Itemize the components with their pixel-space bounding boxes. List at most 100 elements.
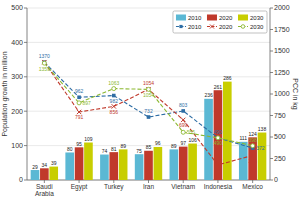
- marker: [216, 136, 220, 140]
- y-tick-label: 100: [11, 142, 23, 149]
- y2-tick: [270, 158, 273, 159]
- line-label: 372: [256, 145, 265, 151]
- bar-series: [49, 82, 266, 180]
- bar: [100, 155, 109, 180]
- y2-tick-label: 500: [274, 133, 286, 140]
- y-tick: [24, 145, 27, 146]
- line-label: 1054: [143, 80, 154, 86]
- legend-swatch: [207, 15, 217, 21]
- bar-label: 74: [102, 148, 108, 154]
- bar-label: 96: [155, 140, 161, 146]
- y-tick: [24, 180, 27, 181]
- y2-tick-label: 250: [274, 155, 286, 162]
- x-tick-label: SaudiArabia: [35, 183, 54, 197]
- bar: [188, 144, 197, 180]
- y-axis-label: Population growth in million: [1, 51, 9, 136]
- bar: [223, 82, 232, 180]
- legend-marker: [179, 25, 182, 28]
- bar: [65, 152, 74, 180]
- legend-label: 2020: [219, 24, 233, 30]
- bar-label: 138: [258, 126, 267, 132]
- line-series: [43, 60, 255, 149]
- y2-tick-label: 1000: [274, 90, 290, 97]
- x-tick-label-line: Egypt: [71, 183, 88, 191]
- line-label: 962: [75, 88, 84, 94]
- y2-tick: [270, 137, 273, 138]
- bar-label: 286: [223, 75, 232, 81]
- line-label: 1063: [108, 80, 119, 86]
- line: [44, 62, 252, 148]
- line: [44, 63, 252, 146]
- legend-frame: [173, 11, 267, 33]
- y-tick-label: 200: [11, 108, 23, 115]
- x-tick-label-line: Iran: [143, 183, 155, 190]
- bar: [75, 147, 84, 180]
- legend-label: 2030: [250, 15, 264, 21]
- marker: [77, 101, 81, 105]
- data-labels: 2980747589236111349581859726112439109899…: [32, 53, 266, 169]
- line-label: 175: [214, 156, 223, 162]
- y2-tick-label: 0: [274, 176, 278, 183]
- legend-label: 2020: [219, 15, 233, 21]
- y2-tick: [270, 51, 273, 52]
- x-tick-label-line: Arabia: [35, 190, 54, 197]
- bar-label: 109: [84, 136, 93, 142]
- y2-tick: [270, 72, 273, 73]
- line-series: [42, 60, 255, 167]
- y-tick: [24, 42, 27, 43]
- y2-tick-label: 750: [274, 112, 286, 119]
- line-label: 803: [179, 102, 188, 108]
- bar-label: 85: [146, 144, 152, 150]
- legend-label: 2030: [250, 24, 264, 30]
- legend-label: 2010: [188, 24, 202, 30]
- x-tick-label-line: Vietnam: [171, 183, 195, 190]
- y2-tick: [270, 29, 273, 30]
- line-label: 490: [214, 140, 223, 146]
- line-label: 699: [179, 122, 188, 128]
- y-tick-label: 0: [19, 176, 23, 183]
- legend-swatch: [176, 15, 186, 21]
- line-label: 490: [214, 129, 223, 135]
- marker: [42, 60, 46, 64]
- bar: [109, 152, 118, 180]
- y-tick-label: 500: [11, 4, 23, 11]
- line-series: [42, 61, 254, 148]
- bar-label: 75: [136, 148, 142, 154]
- x-tick-label: Vietnam: [171, 183, 195, 190]
- y-tick: [24, 111, 27, 112]
- bar-label: 111: [239, 135, 247, 141]
- bar-label: 39: [51, 160, 57, 166]
- bar-label: 95: [76, 141, 82, 147]
- bar-label: 89: [171, 143, 177, 149]
- x-tick-label: Egypt: [71, 183, 88, 191]
- y-tick-label: 300: [11, 73, 23, 80]
- line: [44, 62, 252, 165]
- bar-label: 106: [188, 137, 197, 143]
- bar: [144, 151, 153, 180]
- x-tick-label-line: Mexico: [242, 183, 263, 190]
- marker: [216, 136, 220, 140]
- bar: [49, 167, 58, 180]
- marker: [112, 87, 116, 91]
- line-label: 1054: [143, 92, 154, 98]
- x-tick-label-line: Indonesia: [204, 183, 233, 190]
- bar-label: 236: [204, 92, 213, 98]
- bar: [179, 147, 188, 180]
- line-label: 286: [248, 158, 257, 164]
- y2-tick: [270, 180, 273, 181]
- y-axis-line: [27, 8, 28, 180]
- marker: [42, 61, 46, 65]
- bar-label: 89: [120, 143, 126, 149]
- marker: [216, 163, 220, 167]
- bar-label: 97: [180, 140, 186, 146]
- bar: [119, 149, 128, 180]
- x-tick-label: Mexico: [242, 183, 263, 190]
- legend-label: 2010: [188, 15, 202, 21]
- y-tick: [24, 8, 27, 9]
- bar: [40, 168, 49, 180]
- line-label: 982: [110, 98, 119, 104]
- marker: [251, 144, 255, 148]
- y2-tick: [270, 115, 273, 116]
- line-label: 1370: [39, 53, 50, 59]
- legend-swatch: [238, 15, 248, 21]
